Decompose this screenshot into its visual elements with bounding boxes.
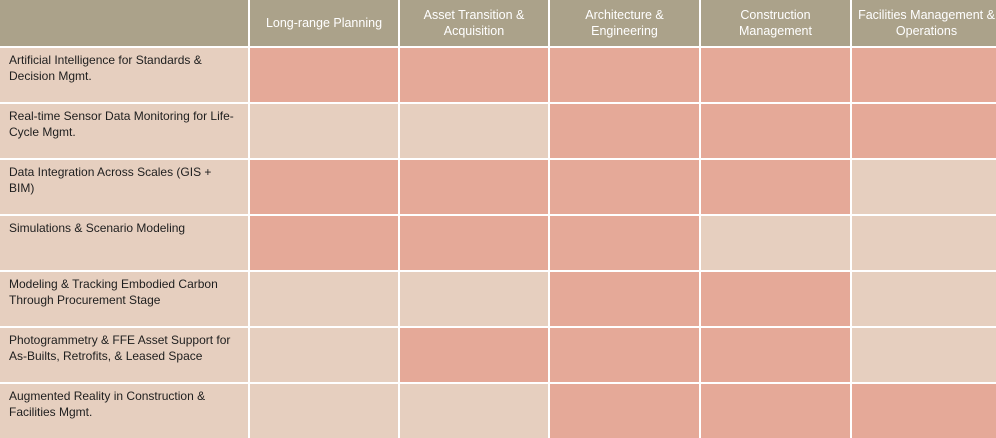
header-architecture-engineering: Architecture & Engineering [550, 0, 699, 46]
matrix-cell [250, 48, 398, 102]
matrix-cell [550, 104, 699, 158]
row-label-data-integration: Data Integration Across Scales (GIS + BI… [0, 160, 248, 214]
matrix-cell [250, 328, 398, 382]
matrix-cell [701, 384, 850, 438]
matrix-cell [550, 216, 699, 270]
row-label-simulations: Simulations & Scenario Modeling [0, 216, 248, 270]
matrix-cell [400, 104, 548, 158]
matrix-cell [701, 160, 850, 214]
matrix-cell [250, 104, 398, 158]
header-construction-management: Construction Management [701, 0, 850, 46]
row-label-photogrammetry: Photogrammetry & FFE Asset Support for A… [0, 328, 248, 382]
matrix-cell [701, 328, 850, 382]
matrix-cell [701, 216, 850, 270]
matrix-cell [852, 272, 996, 326]
header-asset-transition: Asset Transition & Acquisition [400, 0, 548, 46]
row-label-augmented-reality: Augmented Reality in Construction & Faci… [0, 384, 248, 438]
header-corner [0, 0, 248, 46]
matrix-cell [852, 328, 996, 382]
matrix-cell [250, 384, 398, 438]
row-label-sensor: Real-time Sensor Data Monitoring for Lif… [0, 104, 248, 158]
matrix-cell [852, 48, 996, 102]
matrix-cell [852, 104, 996, 158]
header-facilities-management: Facilities Management & Operations [852, 0, 996, 46]
matrix-cell [400, 328, 548, 382]
matrix-cell [400, 272, 548, 326]
header-long-range-planning: Long-range Planning [250, 0, 398, 46]
matrix-cell [250, 216, 398, 270]
matrix-cell [701, 104, 850, 158]
matrix-cell [852, 160, 996, 214]
matrix-cell [550, 328, 699, 382]
matrix-cell [400, 384, 548, 438]
matrix-cell [852, 384, 996, 438]
matrix-cell [550, 272, 699, 326]
matrix-cell [250, 272, 398, 326]
matrix-cell [250, 160, 398, 214]
row-label-ai: Artificial Intelligence for Standards & … [0, 48, 248, 102]
matrix-cell [701, 272, 850, 326]
matrix-cell [400, 216, 548, 270]
matrix-cell [852, 216, 996, 270]
matrix-cell [550, 160, 699, 214]
matrix-cell [701, 48, 850, 102]
matrix-cell [550, 48, 699, 102]
matrix-cell [400, 48, 548, 102]
matrix-cell [550, 384, 699, 438]
matrix-cell [400, 160, 548, 214]
row-label-embodied-carbon: Modeling & Tracking Embodied Carbon Thro… [0, 272, 248, 326]
